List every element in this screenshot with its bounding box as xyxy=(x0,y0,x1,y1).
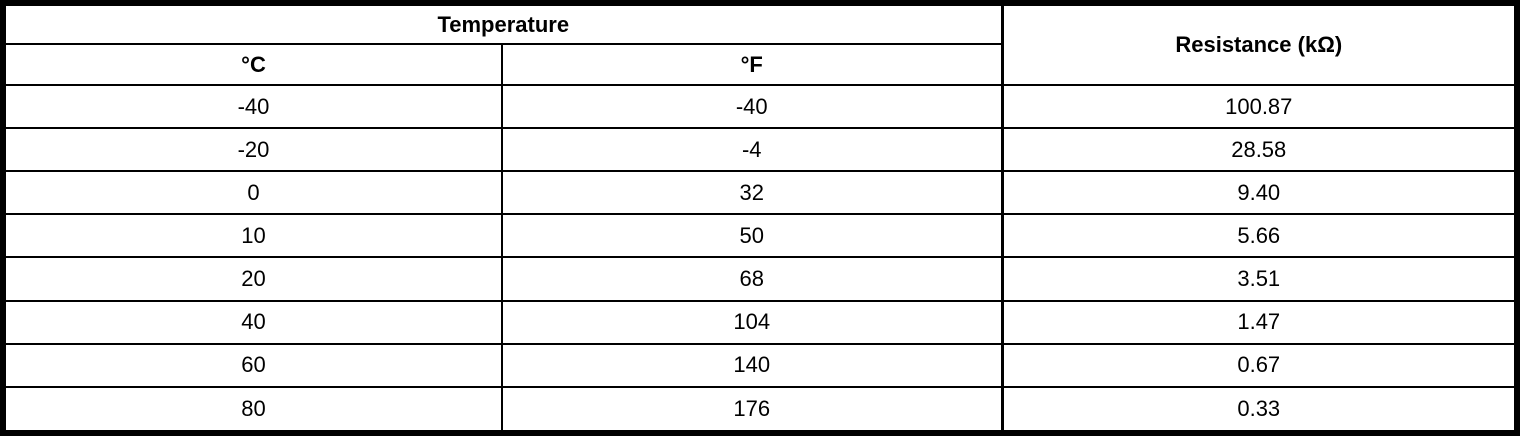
temp-f-cell: 68 xyxy=(500,256,1004,302)
table-row: 40 104 1.47 xyxy=(2,299,1518,345)
temp-f-cell: -4 xyxy=(500,127,1004,173)
temp-f-cell: -40 xyxy=(500,83,1004,130)
temp-c-cell: 0 xyxy=(2,170,503,216)
temp-f-cell: 176 xyxy=(500,385,1004,435)
temp-c-cell: 40 xyxy=(2,299,503,345)
resistance-cell: 100.87 xyxy=(1000,83,1518,130)
fahrenheit-header: °F xyxy=(500,43,1004,86)
table-row: 0 32 9.40 xyxy=(2,170,1518,216)
table-row: 80 176 0.33 xyxy=(2,385,1518,435)
temp-f-cell: 50 xyxy=(500,213,1004,259)
temp-c-cell: -20 xyxy=(2,127,503,173)
table-row: 10 50 5.66 xyxy=(2,213,1518,259)
resistance-cell: 5.66 xyxy=(1000,213,1518,259)
celsius-header: °C xyxy=(2,43,503,86)
resistance-cell: 9.40 xyxy=(1000,170,1518,216)
unit-header-row: °C °F xyxy=(2,43,1517,86)
temp-f-cell: 140 xyxy=(500,342,1004,388)
temp-c-cell: 10 xyxy=(2,213,503,259)
resistance-cell: 1.47 xyxy=(1000,299,1518,345)
temp-c-cell: 60 xyxy=(2,342,503,388)
resistance-cell: 28.58 xyxy=(1000,127,1518,173)
resistance-cell: 3.51 xyxy=(1000,256,1518,302)
resistance-header: Resistance (kΩ) xyxy=(1000,2,1518,86)
resistance-cell: 0.67 xyxy=(1000,342,1518,388)
table-row: 60 140 0.67 xyxy=(2,342,1518,388)
temp-c-cell: -40 xyxy=(2,83,503,130)
temp-c-cell: 20 xyxy=(2,256,503,302)
table-row: 20 68 3.51 xyxy=(2,256,1518,302)
temp-f-cell: 104 xyxy=(500,299,1004,345)
temp-f-cell: 32 xyxy=(500,170,1004,216)
temperature-group-header: Temperature xyxy=(1,2,1004,45)
resistance-cell: 0.33 xyxy=(1000,385,1518,435)
table-row: -20 -4 28.58 xyxy=(2,127,1518,173)
group-header-row: Temperature Resistance (kΩ) xyxy=(1,2,1518,86)
table-row: -40 -40 100.87 xyxy=(2,83,1518,130)
temp-c-cell: 80 xyxy=(2,385,503,435)
